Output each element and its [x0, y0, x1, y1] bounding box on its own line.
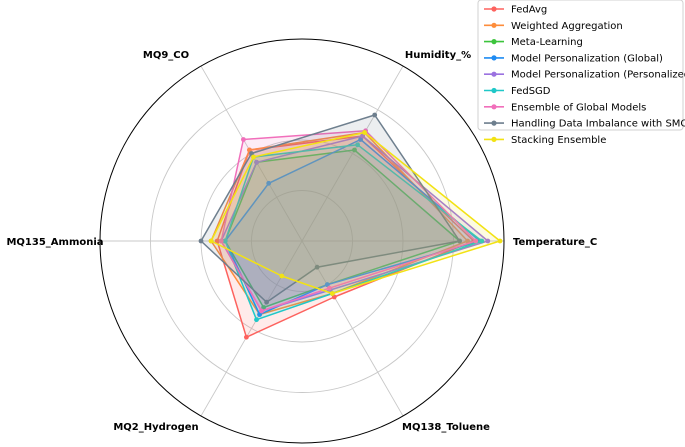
- legend-marker-stacking-ensemble: [491, 136, 497, 142]
- axis-label-mq2-hydrogen: MQ2_Hydrogen: [113, 422, 198, 433]
- legend-entry-stacking-ensemble: Stacking Ensemble: [484, 135, 606, 146]
- point-fedsgd-temperature-c: [479, 238, 485, 244]
- legend-label-fedavg: FedAvg: [511, 5, 547, 16]
- point-handling-data-imbalance-with-smote-mq9-co: [249, 151, 254, 156]
- point-fedavg-mq138-toluene: [331, 294, 337, 300]
- axis-spoke-mq138-toluene: [301, 240, 404, 417]
- point-model-personalization-personalized-humidity: [360, 133, 365, 139]
- radar-series-area: [198, 112, 503, 340]
- legend-entry-fedavg: FedAvg: [484, 5, 547, 16]
- axis-label-temperature-c: Temperature_C: [513, 237, 597, 248]
- series-stacking-ensemble: [208, 130, 503, 296]
- radar-grid: [99, 38, 505, 444]
- point-fedsgd-humidity: [355, 142, 360, 148]
- legend-box: [477, 0, 684, 131]
- point-fedavg-mq2-hydrogen: [244, 334, 249, 340]
- point-model-personalization-global-mq138-toluene: [324, 282, 330, 288]
- point-weighted-aggregation-temperature-c: [465, 238, 470, 244]
- point-model-personalization-personalized-temperature-c: [485, 238, 491, 244]
- point-handling-data-imbalance-with-smote-humidity: [372, 112, 378, 118]
- legend-marker-model-personalization-global: [491, 55, 497, 61]
- point-stacking-ensemble-temperature-c: [497, 238, 503, 244]
- legend-entry-model-personalization-global: Model Personalization (Global): [484, 53, 663, 64]
- point-stacking-ensemble-mq2-hydrogen: [279, 273, 285, 279]
- point-meta-learning-humidity: [352, 147, 357, 153]
- point-ensemble-of-global-models-mq135-ammonia: [218, 238, 224, 244]
- axis-label-mq135-ammonia: MQ135_Ammonia: [6, 237, 103, 248]
- legend-label-ensemble-of-global-models: Ensemble of Global Models: [511, 102, 646, 113]
- legend-label-model-personalization-personalized: Model Personalization (Personalized): [511, 70, 685, 81]
- axis-spoke-mq2-hydrogen: [200, 240, 303, 417]
- point-weighted-aggregation-mq9-co: [247, 147, 252, 153]
- legend-entry-ensemble-of-global-models: Ensemble of Global Models: [484, 102, 646, 113]
- point-fedsgd-mq2-hydrogen: [254, 317, 259, 323]
- point-fedavg-mq135-ammonia: [214, 238, 220, 244]
- legend-label-stacking-ensemble: Stacking Ensemble: [511, 135, 606, 146]
- point-handling-data-imbalance-with-smote-mq135-ammonia: [198, 238, 204, 244]
- point-model-personalization-global-mq2-hydrogen: [257, 312, 262, 317]
- point-fedsgd-mq135-ammonia: [222, 238, 228, 244]
- point-handling-data-imbalance-with-smote-mq2-hydrogen: [264, 299, 269, 305]
- point-stacking-ensemble-mq138-toluene: [329, 291, 335, 296]
- legend-entry-fedsgd: FedSGD: [484, 86, 551, 97]
- point-model-personalization-global-humidity: [358, 137, 363, 142]
- point-stacking-ensemble-mq135-ammonia: [208, 238, 214, 244]
- point-ensemble-of-global-models-mq2-hydrogen: [259, 308, 264, 314]
- series-handling-data-imbalance-with-smote: [198, 112, 462, 305]
- point-stacking-ensemble-humidity: [362, 130, 367, 135]
- axis-label-mq138-toluene: MQ138_Toluene: [402, 422, 490, 433]
- point-handling-data-imbalance-with-smote-mq138-toluene: [314, 264, 320, 270]
- legend-label-handling-data-imbalance-with-smote: Handling Data Imbalance with SMOTE: [511, 119, 685, 130]
- legend: FedAvg Weighted Aggregation Meta-Learning M…: [477, 0, 685, 146]
- point-ensemble-of-global-models-mq9-co: [241, 137, 246, 142]
- legend-marker-handling-data-imbalance-with-smote: [491, 120, 497, 126]
- legend-marker-fedavg: [491, 6, 497, 12]
- legend-entry-handling-data-imbalance-with-smote: Handling Data Imbalance with SMOTE: [484, 119, 685, 130]
- legend-entry-weighted-aggregation: Weighted Aggregation: [484, 21, 623, 32]
- legend-label-weighted-aggregation: Weighted Aggregation: [511, 21, 623, 32]
- point-model-personalization-global-mq9-co: [266, 180, 272, 186]
- legend-marker-fedsgd: [491, 87, 497, 94]
- point-ensemble-of-global-models-mq138-toluene: [326, 285, 332, 291]
- legend-marker-weighted-aggregation: [491, 22, 497, 28]
- legend-label-meta-learning: Meta-Learning: [511, 37, 583, 48]
- legend-marker-meta-learning: [491, 39, 497, 45]
- legend-marker-ensemble-of-global-models: [491, 104, 497, 110]
- point-meta-learning-mq2-hydrogen: [261, 305, 266, 310]
- axis-spoke-humidity: [301, 65, 404, 242]
- point-handling-data-imbalance-with-smote-temperature-c: [457, 238, 462, 244]
- legend-entry-model-personalization-personalized: Model Personalization (Personalized): [484, 70, 685, 81]
- legend-label-model-personalization-global: Model Personalization (Global): [511, 53, 663, 64]
- outer-ring: [99, 38, 505, 444]
- axis-labels: Temperature_C Humidity_% MQ9_CO MQ135_Ammon…: [6, 50, 597, 433]
- legend-label-fedsgd: FedSGD: [511, 86, 551, 97]
- legend-entry-meta-learning: Meta-Learning: [484, 37, 583, 48]
- point-stacking-ensemble-mq9-co: [251, 154, 256, 160]
- point-model-personalization-personalized-mq9-co: [254, 159, 259, 165]
- axis-label-humidity: Humidity_%: [405, 50, 471, 61]
- point-ensemble-of-global-models-temperature-c: [473, 238, 479, 244]
- legend-marker-model-personalization-personalized: [491, 71, 497, 77]
- axis-label-mq9-co: MQ9_CO: [143, 50, 189, 61]
